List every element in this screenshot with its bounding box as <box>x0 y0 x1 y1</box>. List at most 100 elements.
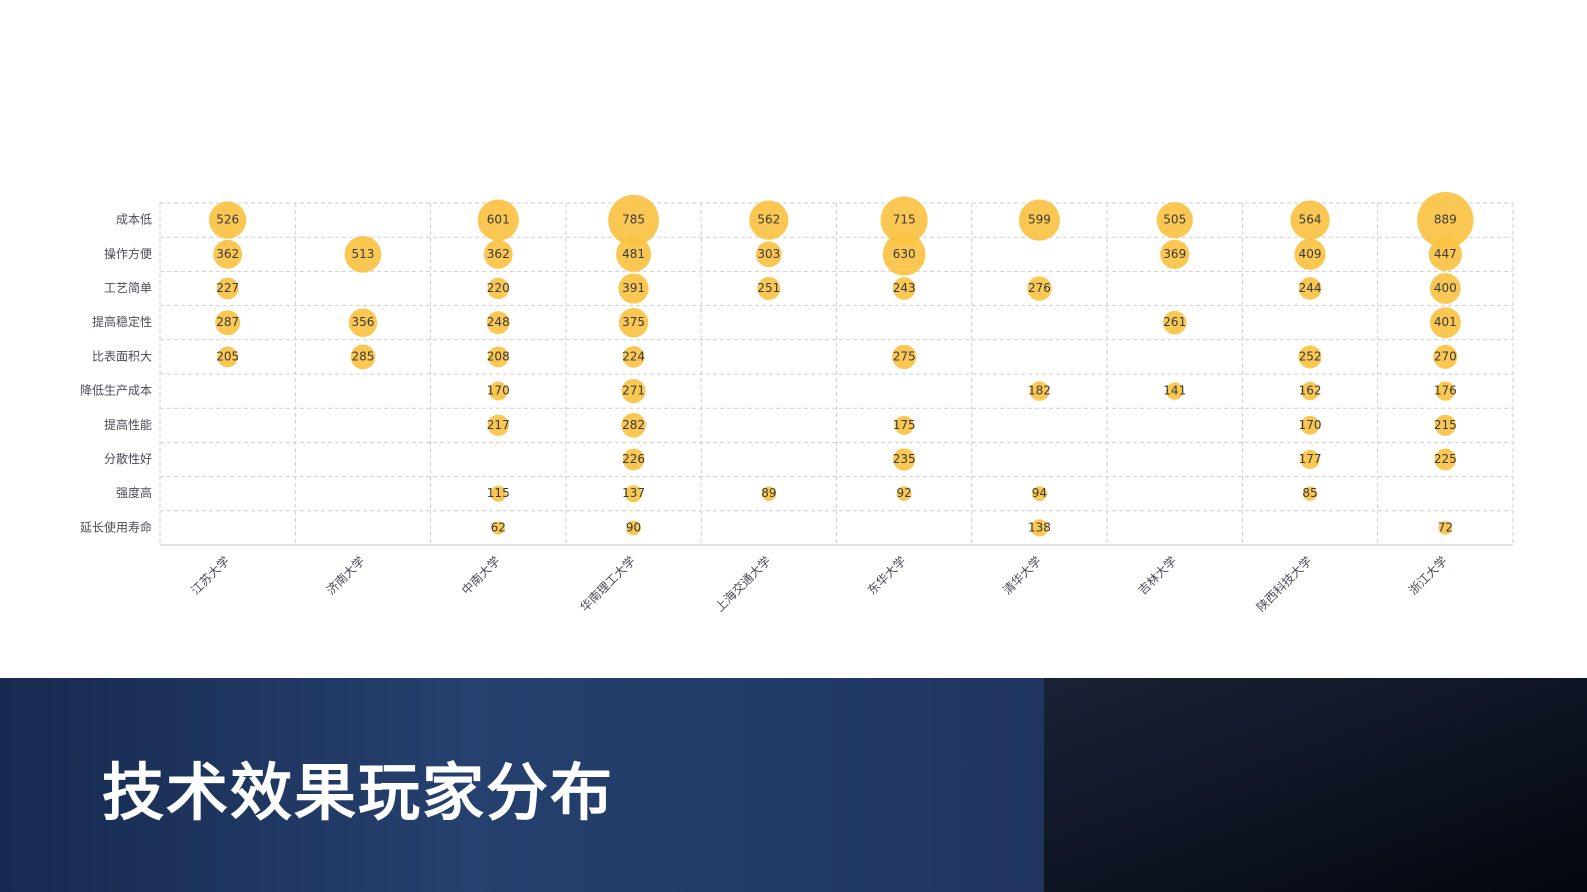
bubble <box>757 276 781 301</box>
bubble-label: 391 <box>622 281 645 295</box>
x-tick-label: 陕西科技大学 <box>1253 553 1315 615</box>
bubble <box>487 346 509 368</box>
banner-right <box>1044 678 1587 892</box>
bubble <box>622 448 645 471</box>
y-tick-label: 提高性能 <box>104 417 152 432</box>
x-tick-label: 吉林大学 <box>1135 553 1180 598</box>
bubble-label: 90 <box>626 520 641 534</box>
bubble <box>217 346 238 368</box>
bubble-label: 481 <box>622 247 645 261</box>
bubble <box>1433 344 1458 369</box>
bubble <box>755 241 782 268</box>
bubble <box>616 236 652 272</box>
y-tick-label: 工艺简单 <box>104 281 152 295</box>
bubble-label: 362 <box>216 247 239 261</box>
bubble-label: 243 <box>893 281 916 295</box>
bubble <box>1294 238 1326 270</box>
x-tick-label: 上海交通大学 <box>712 553 774 615</box>
bubble <box>487 414 509 436</box>
bubble-label: 276 <box>1028 281 1051 295</box>
bubble-label: 252 <box>1299 349 1322 363</box>
bubble <box>621 379 646 404</box>
title-banner: 技术效果玩家分布 <box>0 678 1587 892</box>
bubble-label: 208 <box>487 349 510 363</box>
bubble <box>1300 415 1320 435</box>
bubble-label: 138 <box>1028 520 1051 534</box>
y-tick-label: 比表面积大 <box>92 349 152 363</box>
bubble <box>216 277 239 300</box>
bubble-label: 369 <box>1163 247 1186 261</box>
bubble-label: 447 <box>1434 247 1457 261</box>
bubble <box>483 239 513 269</box>
bubble-label: 182 <box>1028 384 1051 398</box>
bubble-label: 225 <box>1434 452 1457 466</box>
bubble <box>618 307 649 338</box>
bubble-label: 137 <box>622 486 645 500</box>
y-tick-label: 延长使用寿命 <box>80 519 152 534</box>
bubble-label: 224 <box>622 349 645 363</box>
bubble <box>348 308 378 337</box>
y-tick-label: 操作方便 <box>104 246 152 261</box>
bubble-label: 261 <box>1163 315 1186 329</box>
y-tick-label: 提高稳定性 <box>92 314 152 329</box>
bubble-label: 141 <box>1163 384 1186 398</box>
x-tick-label: 东华大学 <box>864 553 909 598</box>
bubble-label: 362 <box>487 247 510 261</box>
chart: 成本低操作方便工艺简单提高稳定性比表面积大降低生产成本提高性能分散性好强度高延长… <box>80 191 1514 615</box>
bubble <box>622 346 645 368</box>
bubble-label: 285 <box>351 349 374 363</box>
bubble-label: 251 <box>757 281 780 295</box>
bubble-label: 282 <box>622 418 645 432</box>
bubble-label: 401 <box>1434 315 1457 329</box>
bubble-label: 562 <box>757 213 780 227</box>
bubble <box>1166 382 1184 400</box>
bubble-label: 513 <box>351 247 374 261</box>
bubble <box>892 344 917 370</box>
y-tick-label: 降低生产成本 <box>80 384 152 398</box>
bubble-label: 227 <box>216 281 239 295</box>
bubble <box>490 485 507 502</box>
bubble <box>1434 414 1456 436</box>
bubble <box>893 448 916 471</box>
bubble-label: 564 <box>1299 213 1322 227</box>
bubble-label: 244 <box>1299 281 1322 295</box>
bubble-label: 785 <box>622 213 645 227</box>
bubble-label: 170 <box>1299 418 1322 432</box>
bubble-label: 176 <box>1434 384 1457 398</box>
bubble <box>1030 519 1049 537</box>
bubble <box>1029 381 1050 401</box>
y-tick-label: 成本低 <box>116 213 152 227</box>
bubble <box>618 273 649 304</box>
bubble <box>892 277 916 300</box>
bubble-label: 889 <box>1434 213 1457 227</box>
bubble-label: 217 <box>487 418 510 432</box>
bubble <box>488 381 508 401</box>
bubble <box>1162 310 1187 335</box>
bubble-label: 270 <box>1434 349 1457 363</box>
bubble-label: 248 <box>487 315 510 329</box>
bubble <box>486 311 510 335</box>
bubble <box>880 196 928 244</box>
bubble <box>213 239 243 269</box>
bubble-label: 177 <box>1299 452 1322 466</box>
bubble-label: 94 <box>1032 486 1047 500</box>
bubble-label: 630 <box>893 247 916 261</box>
bubble <box>882 232 926 276</box>
bubble-label: 89 <box>761 486 776 500</box>
bubble <box>621 412 646 438</box>
bubble <box>350 344 376 370</box>
bubble <box>626 520 641 536</box>
bubble-label: 226 <box>622 452 645 466</box>
bubble <box>1298 277 1322 300</box>
bubble-label: 220 <box>487 281 510 295</box>
bubble <box>487 277 509 300</box>
bubble <box>1018 199 1061 241</box>
bubble <box>896 486 912 502</box>
bubble <box>215 310 241 336</box>
bubble <box>1300 449 1320 470</box>
bubble <box>608 194 659 246</box>
bubble <box>491 521 505 535</box>
bubble-label: 115 <box>487 486 510 500</box>
bubble <box>1290 200 1330 240</box>
